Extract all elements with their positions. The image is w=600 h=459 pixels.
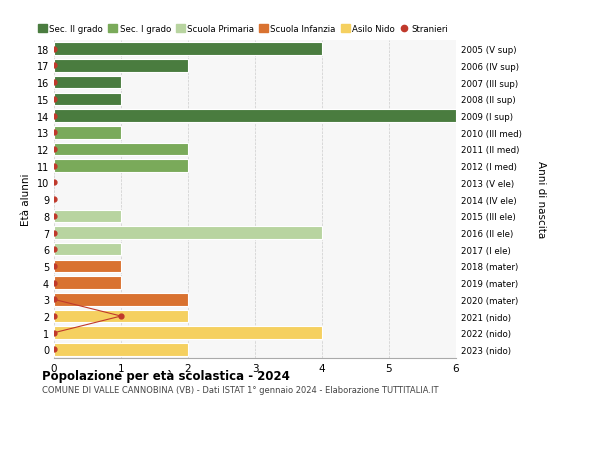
Bar (54, 77, 121, 89)
Bar (54, 143, 188, 156)
Bar (54, 160, 188, 173)
Bar (54, 60, 188, 73)
Y-axis label: Età alunni: Età alunni (21, 174, 31, 226)
Bar (54, 293, 188, 306)
Bar (54, 243, 121, 256)
Text: COMUNE DI VALLE CANNOBINA (VB) - Dati ISTAT 1° gennaio 2024 - Elaborazione TUTTI: COMUNE DI VALLE CANNOBINA (VB) - Dati IS… (42, 386, 439, 395)
Bar (54, 227, 322, 239)
Bar (54, 327, 322, 339)
Text: Popolazione per età scolastica - 2024: Popolazione per età scolastica - 2024 (42, 369, 290, 382)
Y-axis label: Anni di nascita: Anni di nascita (536, 161, 545, 238)
Bar (54, 210, 121, 223)
Bar (54, 260, 121, 273)
Legend: Sec. II grado, Sec. I grado, Scuola Primaria, Scuola Infanzia, Asilo Nido, Stran: Sec. II grado, Sec. I grado, Scuola Prim… (38, 25, 448, 34)
Bar (54, 110, 456, 123)
Bar (54, 277, 121, 289)
Bar (54, 310, 188, 323)
Bar (54, 127, 121, 139)
Bar (54, 343, 188, 356)
Bar (54, 93, 121, 106)
Bar (54, 44, 322, 56)
